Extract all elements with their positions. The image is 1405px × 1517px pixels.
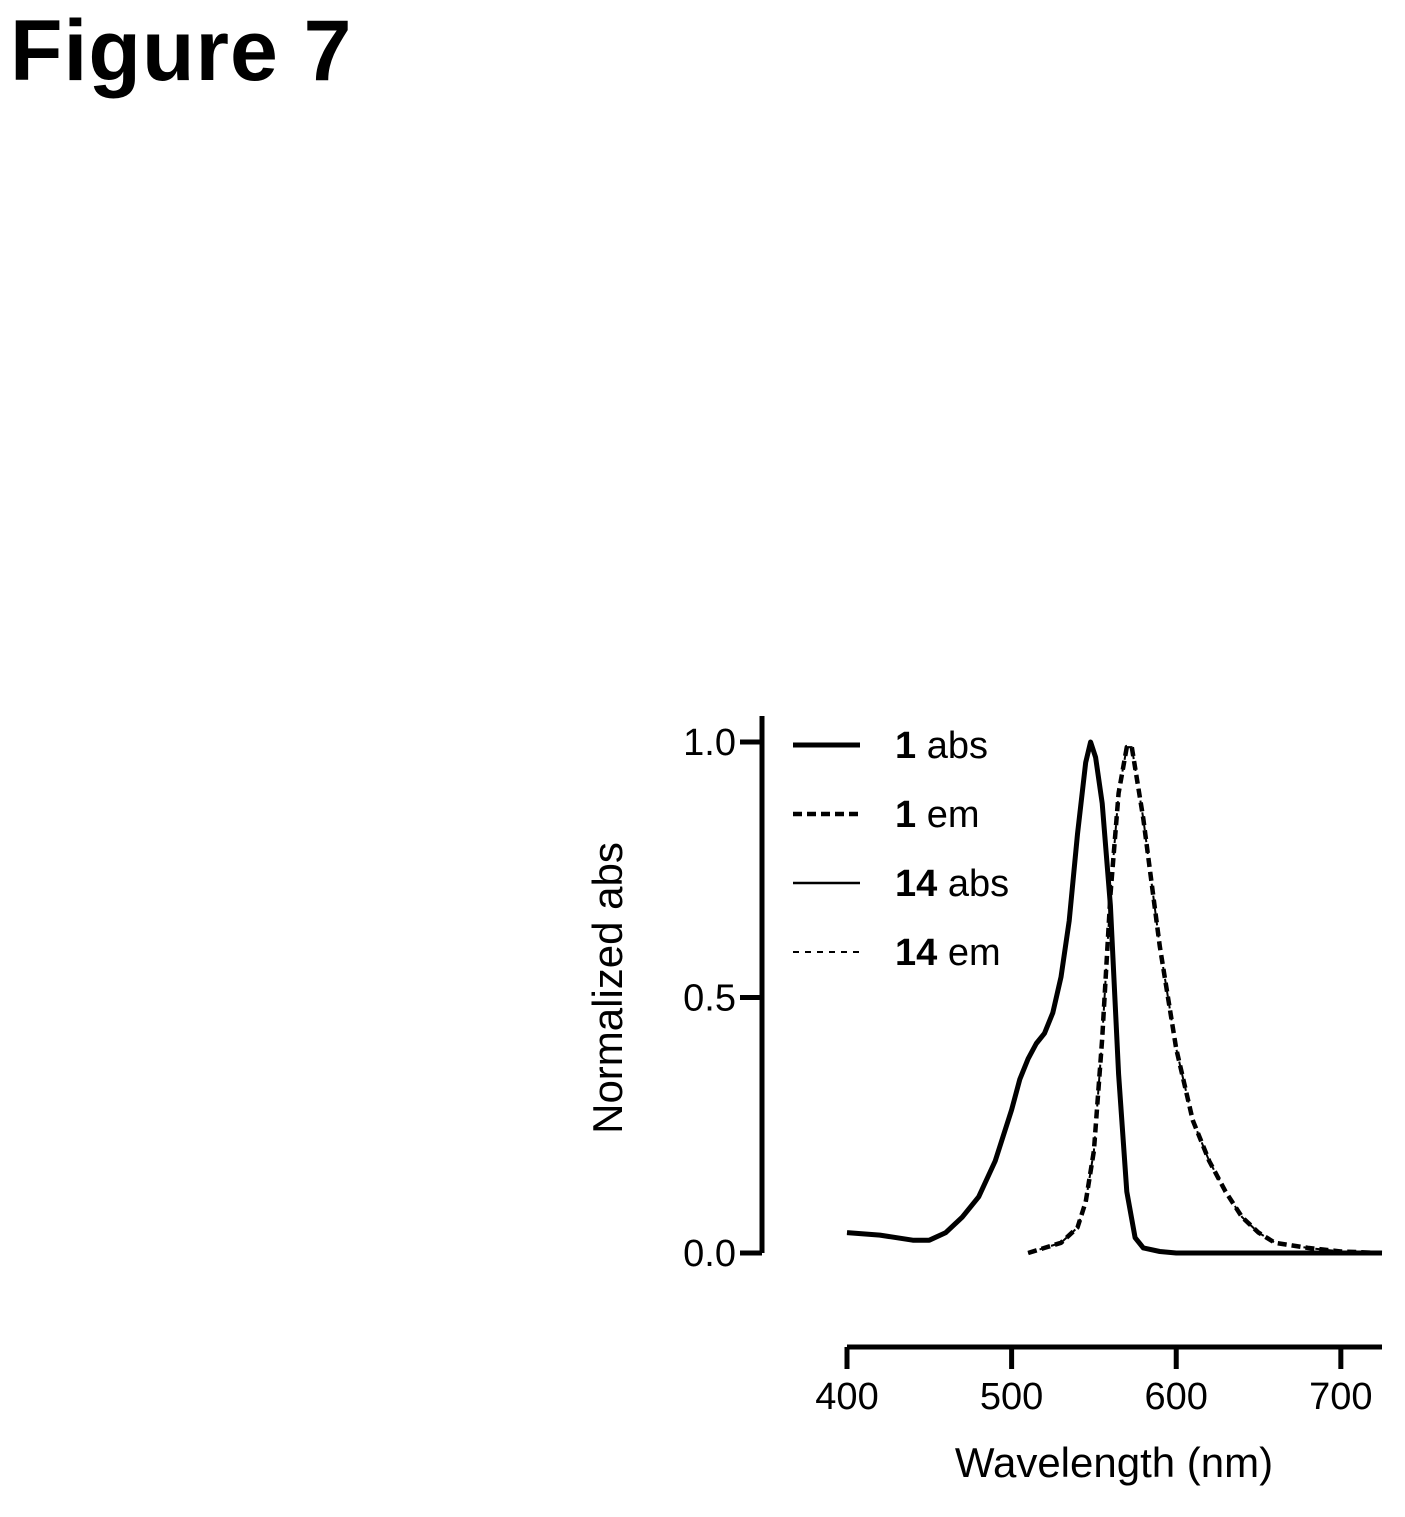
legend-label-2: 14 abs	[895, 863, 1009, 905]
legend-label-number: 14	[895, 863, 937, 905]
x-tick-label: 700	[1309, 1376, 1372, 1418]
legend-label-1: 1 em	[895, 794, 980, 836]
figure-title: Figure 7	[10, 3, 353, 99]
legend-label-suffix: em	[916, 794, 979, 836]
x-tick-label: 500	[980, 1376, 1043, 1418]
legend-label-number: 1	[895, 725, 916, 767]
y-axis-label: Normalized abs	[584, 842, 631, 1134]
x-axis: 400 500 600 700	[815, 1344, 1382, 1418]
x-tick-label: 600	[1145, 1376, 1208, 1418]
y-tick-label: 1.0	[683, 722, 736, 764]
legend-label-3: 14 em	[895, 932, 1001, 974]
legend-label-suffix: abs	[937, 863, 1009, 905]
legend-label-suffix: abs	[916, 725, 988, 767]
legend-label-number: 1	[895, 794, 916, 836]
series-line-2	[846, 740, 1382, 1255]
y-tick-label: 0.5	[683, 978, 736, 1020]
legend-label-number: 14	[895, 932, 937, 974]
legend-label-suffix: em	[937, 932, 1000, 974]
x-tick-label: 400	[815, 1376, 878, 1418]
y-axis: 0.0 0.5 1.0	[683, 716, 765, 1275]
y-tick-label: 0.0	[683, 1233, 736, 1275]
series-line-3	[1027, 746, 1383, 1254]
legend-label-0: 1 abs	[895, 725, 988, 767]
x-axis-label: Wavelength (nm)	[955, 1439, 1273, 1486]
series-layer	[846, 739, 1383, 1256]
